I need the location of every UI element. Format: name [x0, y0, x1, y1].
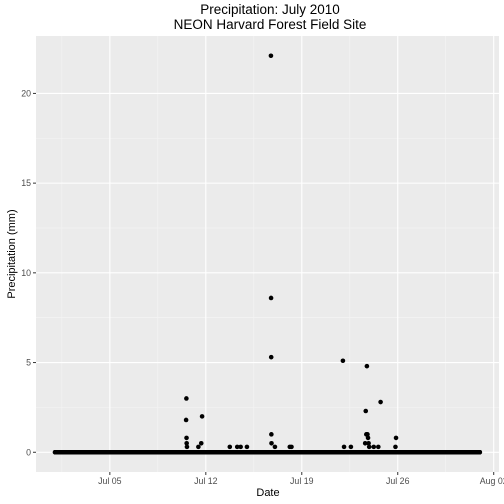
y-tick-label: 10 — [21, 268, 31, 278]
data-point — [183, 417, 189, 423]
data-point — [268, 354, 274, 360]
data-point — [196, 444, 201, 450]
chart-subtitle: NEON Harvard Forest Field Site — [174, 17, 367, 32]
data-point — [234, 444, 240, 450]
data-point — [268, 53, 274, 59]
x-axis-title: Date — [256, 487, 279, 499]
data-point — [289, 444, 294, 450]
y-tick-label: 0 — [26, 447, 31, 457]
chart-title: Precipitation: July 2010 — [200, 2, 340, 17]
data-point — [348, 444, 354, 450]
y-axis-title: Precipitation (mm) — [6, 209, 18, 298]
y-tick-label: 20 — [21, 88, 31, 98]
data-point — [198, 440, 204, 446]
x-tick-label: Jul 12 — [194, 476, 218, 486]
x-axis-ticks: Jul 05 Jul 12 Jul 19 Jul 26 Aug 02 — [98, 472, 504, 486]
y-axis-ticks: 0 5 10 15 20 — [21, 88, 36, 457]
data-point — [199, 414, 205, 419]
x-tick-label: Aug 02 — [480, 476, 504, 486]
data-point — [366, 444, 372, 450]
data-point — [477, 449, 483, 455]
data-point — [365, 435, 371, 441]
data-point — [238, 444, 243, 450]
grid-minor — [36, 36, 499, 472]
data-point — [269, 432, 274, 437]
data-point — [340, 358, 346, 364]
data-point — [362, 440, 368, 446]
data-point — [227, 444, 233, 450]
data-points — [52, 53, 483, 455]
data-point — [269, 440, 274, 446]
data-point — [268, 295, 274, 301]
data-point — [364, 363, 370, 369]
data-point — [366, 440, 371, 446]
data-point — [365, 432, 370, 437]
data-point — [393, 444, 398, 450]
plot-panel — [36, 36, 499, 472]
data-point — [363, 408, 369, 414]
x-tick-label: Jul 19 — [290, 476, 314, 486]
data-point — [184, 444, 190, 450]
x-tick-label: Jul 05 — [98, 476, 122, 486]
data-point — [244, 444, 250, 450]
data-point — [341, 444, 347, 450]
data-point — [393, 435, 399, 441]
data-point — [376, 444, 381, 450]
data-point — [378, 399, 383, 405]
y-tick-label: 5 — [26, 358, 31, 368]
data-point — [184, 435, 189, 441]
data-point — [272, 444, 278, 450]
x-tick-label: Jul 26 — [386, 476, 410, 486]
y-tick-label: 15 — [21, 178, 31, 188]
data-point — [184, 440, 189, 446]
data-point — [371, 444, 377, 450]
data-point — [184, 396, 189, 401]
